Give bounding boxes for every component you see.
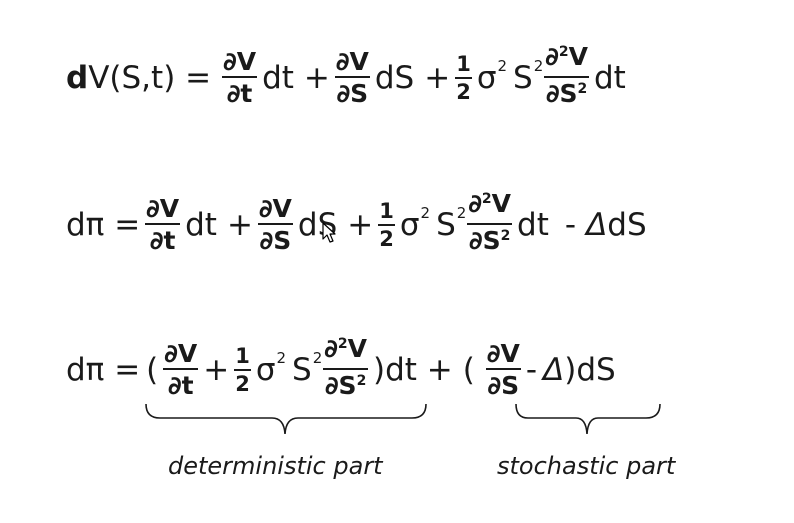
plus-sign: + xyxy=(424,60,451,96)
dt-term: dt xyxy=(262,60,294,96)
open-paren: ( xyxy=(146,352,159,388)
second-partial-v: ∂2V ∂S2 xyxy=(544,42,589,108)
close-paren-ds: )dS xyxy=(564,352,616,388)
one-half: 1 2 xyxy=(378,199,395,251)
sigma-exponent: 2 xyxy=(420,204,431,222)
s-var: S xyxy=(292,352,312,388)
s-var: S xyxy=(513,60,533,96)
minus-sign: - xyxy=(525,352,538,388)
second-partial-v: ∂2V ∂S2 xyxy=(323,334,368,400)
s-var: S xyxy=(436,207,456,243)
lhs-dpi: dπ = xyxy=(66,207,141,243)
close-paren-dt: )dt + xyxy=(373,352,453,388)
s-exponent: 2 xyxy=(533,57,544,75)
mouse-cursor-icon xyxy=(322,222,336,243)
second-partial-v: ∂2V ∂S2 xyxy=(467,189,513,255)
dt-term: dt xyxy=(593,60,626,96)
delta: Δ xyxy=(586,207,608,243)
s-exponent: 2 xyxy=(456,204,467,222)
partial-v-partial-t: ∂V ∂t xyxy=(163,339,199,400)
ds-term: dS xyxy=(374,60,415,96)
deterministic-brace xyxy=(145,403,427,435)
sigma-exponent: 2 xyxy=(497,57,508,75)
sigma-exponent: 2 xyxy=(276,349,287,367)
lhs-d: d xyxy=(66,60,89,96)
minus-sign: - xyxy=(564,207,577,243)
dt-term: dt xyxy=(185,207,217,243)
plus-sign: + xyxy=(347,207,374,243)
s-exponent: 2 xyxy=(312,349,323,367)
open-paren: ( xyxy=(462,352,475,388)
sigma: σ xyxy=(255,352,276,388)
partial-v-partial-s: ∂V ∂S xyxy=(257,194,293,255)
stochastic-brace xyxy=(515,403,661,435)
plus-sign: + xyxy=(203,352,230,388)
sigma: σ xyxy=(399,207,420,243)
stochastic-part-label: stochastic part xyxy=(497,452,676,480)
lhs-v: V(S,t) = xyxy=(88,60,212,96)
ds-term: dS xyxy=(607,207,647,243)
plus-sign: + xyxy=(226,207,253,243)
deterministic-part-label: deterministic part xyxy=(168,452,383,480)
dt-term: dt xyxy=(517,207,549,243)
lhs-dpi: dπ = xyxy=(66,352,141,388)
partial-v-partial-s: ∂V ∂S xyxy=(485,339,521,400)
partial-v-partial-t: ∂V ∂t xyxy=(145,194,181,255)
sigma: σ xyxy=(476,60,497,96)
plus-sign: + xyxy=(303,60,330,96)
partial-v-partial-s: ∂V ∂S xyxy=(334,47,370,108)
delta: Δ xyxy=(543,352,565,388)
one-half: 1 2 xyxy=(234,344,251,396)
one-half: 1 2 xyxy=(455,52,472,104)
partial-v-partial-t: ∂V ∂t xyxy=(222,47,258,108)
